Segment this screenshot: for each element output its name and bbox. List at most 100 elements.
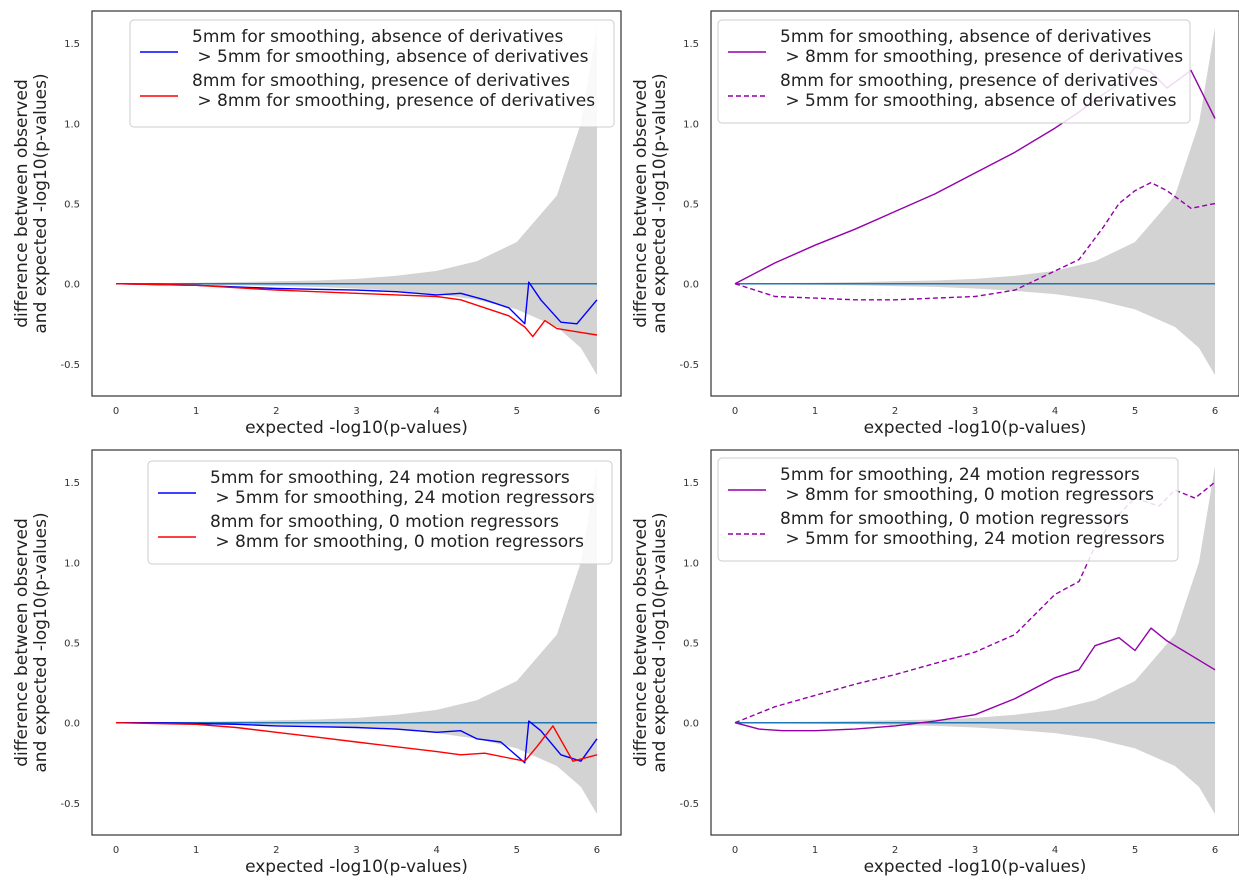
y-tick-label: 1.0 <box>64 558 80 569</box>
legend-box <box>147 460 613 565</box>
chart-panel-2: 0 1 2 3 4 5 6 -0.5 0.0 0.5 1.0 1.5 expected -log10(p… <box>631 10 1239 438</box>
x-tick-label: 2 <box>273 845 279 856</box>
y-tick-label: 1.0 <box>683 119 699 130</box>
x-tick-label: 4 <box>433 845 439 856</box>
y-axis-label-line1: difference between observed <box>631 79 651 327</box>
series-line-2 <box>115 283 598 338</box>
legend-label-line2: > 5mm for smoothing, 24 motion regressor… <box>210 488 595 508</box>
y-tick-label: 1.5 <box>64 478 80 489</box>
x-tick-label: 4 <box>433 406 439 417</box>
y-tick-label: 0.5 <box>683 200 699 211</box>
y-axis-label-line1: difference between observed <box>12 518 32 766</box>
y-tick-label: 0.5 <box>683 639 699 650</box>
legend-label-line2: > 5mm for smoothing, 24 motion regressor… <box>780 529 1165 549</box>
y-tick-label: -0.5 <box>60 360 80 371</box>
x-tick-label: 3 <box>353 845 359 856</box>
x-tick-label: 6 <box>594 845 600 856</box>
y-axis-label-line2: and expected -log10(p-values) <box>650 512 670 772</box>
x-tick-label: 1 <box>812 406 818 417</box>
y-tick-label: -0.5 <box>679 360 699 371</box>
confidence-band <box>116 27 597 376</box>
x-tick-label: 4 <box>1052 406 1058 417</box>
chart-panel-3: 0 1 2 3 4 5 6 -0.5 0.0 0.5 1.0 1.5 expected -log10(p… <box>12 449 622 877</box>
x-tick-label: 6 <box>594 406 600 417</box>
plot-area <box>115 466 598 815</box>
y-tick-label: 1.0 <box>683 558 699 569</box>
y-axis-label-line1: difference between observed <box>631 518 651 766</box>
y-tick-label: 0.0 <box>64 280 80 291</box>
x-tick-label: 2 <box>892 406 898 417</box>
x-tick-label: 4 <box>1052 845 1058 856</box>
legend-label-line1: 5mm for smoothing, absence of derivative… <box>192 27 564 47</box>
x-tick-label: 0 <box>113 845 119 856</box>
legend-box <box>129 19 615 128</box>
y-axis-label-line2: and expected -log10(p-values) <box>31 512 51 772</box>
x-tick-label: 3 <box>972 406 978 417</box>
y-tick-label: 0.5 <box>64 200 80 211</box>
x-tick-label: 1 <box>193 406 199 417</box>
x-tick-label: 2 <box>273 406 279 417</box>
x-tick-label: 6 <box>1212 845 1218 856</box>
legend-label-line2: > 5mm for smoothing, absence of derivati… <box>192 47 589 67</box>
plot-area <box>115 27 598 376</box>
confidence-band <box>735 27 1215 376</box>
y-tick-label: 1.5 <box>683 478 699 489</box>
y-tick-label: 0.0 <box>683 280 699 291</box>
x-tick-label: 0 <box>732 406 738 417</box>
x-tick-label: 5 <box>1132 845 1138 856</box>
x-tick-label: 0 <box>113 406 119 417</box>
legend: 5mm for smoothing, absence of derivative… <box>717 19 1191 124</box>
x-axis-label: expected -log10(p-values) <box>864 857 1087 877</box>
axes-frame <box>91 449 622 836</box>
legend-label-line1: 8mm for smoothing, presence of derivativ… <box>780 71 1158 91</box>
x-tick-label: 5 <box>514 845 520 856</box>
legend-label-line2: > 5mm for smoothing, absence of derivati… <box>780 91 1177 111</box>
y-tick-label: 1.0 <box>64 119 80 130</box>
y-tick-label: 0.0 <box>64 719 80 730</box>
y-axis-label-line2: and expected -log10(p-values) <box>650 73 670 333</box>
series-line-1 <box>734 627 1216 732</box>
confidence-band <box>116 466 597 815</box>
legend-label-line2: > 8mm for smoothing, presence of derivat… <box>780 47 1183 67</box>
legend-label-line2: > 8mm for smoothing, presence of derivat… <box>192 91 595 111</box>
legend-box <box>717 457 1179 562</box>
axes-frame <box>710 10 1239 397</box>
legend-label-line1: 5mm for smoothing, absence of derivative… <box>780 27 1152 47</box>
confidence-band <box>735 466 1215 815</box>
legend: 5mm for smoothing, 24 motion regressors … <box>147 460 613 565</box>
x-tick-label: 1 <box>193 845 199 856</box>
y-tick-label: -0.5 <box>60 799 80 810</box>
chart-panel-1: 0 1 2 3 4 5 6 -0.5 0.0 0.5 1.0 1.5 expected -log10(p… <box>12 10 622 438</box>
x-tick-label: 5 <box>1132 406 1138 417</box>
x-tick-label: 6 <box>1212 406 1218 417</box>
legend-label-line2: > 8mm for smoothing, 0 motion regressors <box>780 485 1154 505</box>
series-line-2 <box>115 722 598 762</box>
legend-label-line2: > 8mm for smoothing, 0 motion regressors <box>210 532 584 552</box>
x-tick-label: 1 <box>812 845 818 856</box>
y-tick-label: 1.5 <box>683 39 699 50</box>
x-axis-label: expected -log10(p-values) <box>245 857 468 877</box>
y-tick-label: 1.5 <box>64 39 80 50</box>
legend: 5mm for smoothing, absence of derivative… <box>129 19 615 128</box>
x-tick-label: 5 <box>514 406 520 417</box>
legend-label-line1: 8mm for smoothing, 0 motion regressors <box>210 512 559 532</box>
x-tick-label: 3 <box>353 406 359 417</box>
legend: 5mm for smoothing, 24 motion regressors … <box>717 457 1179 562</box>
y-tick-label: 0.5 <box>64 639 80 650</box>
y-tick-label: 0.0 <box>683 719 699 730</box>
x-tick-label: 3 <box>972 845 978 856</box>
x-axis-label: expected -log10(p-values) <box>245 418 468 438</box>
chart-panel-4: 0 1 2 3 4 5 6 -0.5 0.0 0.5 1.0 1.5 expected -log10(p… <box>631 449 1239 877</box>
legend-label-line1: 8mm for smoothing, 0 motion regressors <box>780 509 1129 529</box>
legend-label-line1: 5mm for smoothing, 24 motion regressors <box>780 465 1140 485</box>
x-tick-label: 2 <box>892 845 898 856</box>
x-tick-label: 0 <box>732 845 738 856</box>
y-axis-label-line1: difference between observed <box>12 79 32 327</box>
y-tick-label: -0.5 <box>679 799 699 810</box>
x-axis-label: expected -log10(p-values) <box>864 418 1087 438</box>
legend-label-line1: 5mm for smoothing, 24 motion regressors <box>210 468 570 488</box>
series-line-1 <box>116 720 598 764</box>
series-line-2 <box>734 181 1216 301</box>
legend-label-line1: 8mm for smoothing, presence of derivativ… <box>192 71 570 91</box>
